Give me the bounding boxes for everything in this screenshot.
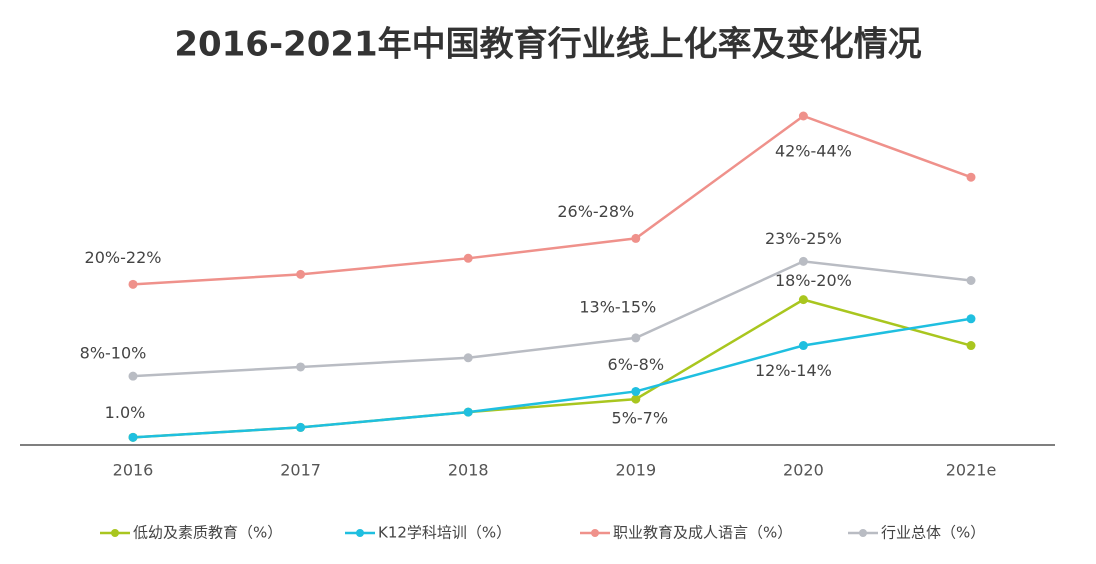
legend-swatch (859, 529, 867, 537)
data-point (128, 279, 138, 289)
legend-label: 职业教育及成人语言（%） (613, 524, 792, 542)
data-point (296, 362, 306, 372)
data-point (463, 407, 473, 417)
series-line (132, 317, 972, 439)
chart-title: 2016-2021年中国教育行业线上化率及变化情况 (174, 25, 921, 65)
data-point (798, 256, 808, 266)
x-tick-label: 2018 (448, 461, 489, 480)
legend-label: 行业总体（%） (881, 524, 985, 542)
data-point (966, 314, 976, 324)
legend-label: 低幼及素质教育（%） (133, 524, 282, 542)
data-point (798, 341, 808, 351)
data-label: 6%-8% (608, 355, 665, 374)
data-point (296, 269, 306, 279)
x-tick-label: 2021e (946, 461, 997, 480)
data-point (966, 341, 976, 351)
data-point (631, 233, 641, 243)
data-label: 20%-22% (85, 248, 162, 267)
data-point (463, 253, 473, 263)
data-point (631, 394, 641, 404)
series-line (132, 260, 972, 378)
data-label: 23%-25% (765, 229, 842, 248)
data-label: 1.0% (105, 403, 146, 422)
data-label: 26%-28% (557, 202, 634, 221)
legend-swatch (591, 529, 599, 537)
data-point (296, 422, 306, 432)
data-point (128, 371, 138, 381)
data-label: 8%-10% (80, 344, 147, 363)
legend-label: K12学科培训（%） (378, 524, 511, 542)
series-line (132, 114, 972, 286)
data-point (966, 172, 976, 182)
data-point (128, 432, 138, 442)
x-tick-label: 2020 (783, 461, 824, 480)
data-label: 12%-14% (755, 361, 832, 380)
x-tick-label: 2019 (615, 461, 656, 480)
data-label: 5%-7% (612, 409, 669, 428)
x-tick-label: 2017 (280, 461, 321, 480)
data-label: 13%-15% (579, 297, 656, 316)
data-label: 42%-44% (775, 142, 852, 161)
data-point (463, 353, 473, 363)
legend-swatch (111, 529, 119, 537)
data-point (631, 333, 641, 343)
data-point (631, 386, 641, 396)
x-tick-label: 2016 (113, 461, 154, 480)
data-label: 18%-20% (775, 271, 852, 290)
data-point (966, 276, 976, 285)
legend-swatch (356, 529, 364, 537)
data-point (798, 111, 808, 121)
data-point (798, 295, 808, 305)
